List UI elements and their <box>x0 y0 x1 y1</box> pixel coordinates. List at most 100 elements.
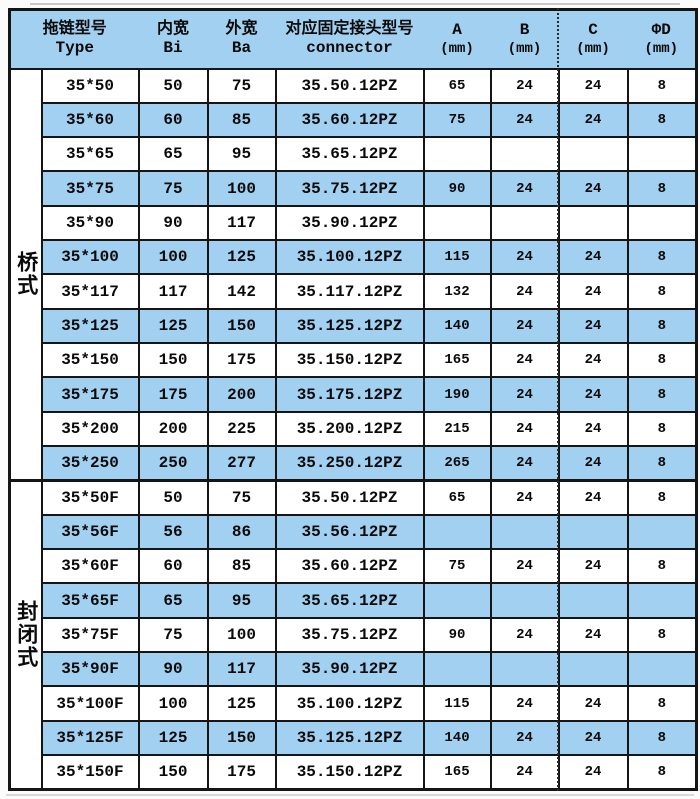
cell-connector: 35.117.12PZ <box>274 273 425 310</box>
cell-a <box>422 204 492 242</box>
cell-d: 8 <box>626 445 698 482</box>
cell-a: 132 <box>422 273 492 310</box>
col-header-connector-zh: 对应固定接头型号 <box>285 20 414 38</box>
cell-bi: 100 <box>137 239 209 276</box>
cell-bi: 150 <box>137 342 209 379</box>
scan-artifact-top-line <box>30 3 680 5</box>
cell-a: 140 <box>422 307 492 345</box>
cell-connector: 35.56.12PZ <box>274 513 425 551</box>
cell-type: 35*90F <box>40 651 140 688</box>
cell-c: 24 <box>557 170 629 207</box>
cell-bi: 75 <box>137 170 209 207</box>
cell-d: 8 <box>626 67 698 104</box>
cell-type: 35*125F <box>40 719 140 757</box>
cell-type: 35*175 <box>40 376 140 413</box>
section-label: 封闭式 <box>8 478 43 791</box>
cell-ba: 117 <box>206 651 277 688</box>
cell-b: 24 <box>489 685 560 722</box>
cell-type: 35*125 <box>40 307 140 345</box>
col-header-ba: 外宽 Ba <box>207 9 276 70</box>
cell-a: 75 <box>422 101 492 139</box>
cell-d <box>626 513 698 551</box>
cell-connector: 35.60.12PZ <box>274 548 425 585</box>
cell-c: 24 <box>557 478 629 516</box>
cell-ba: 175 <box>206 754 277 791</box>
table-body: 桥式 35*50 50 75 35.50.12PZ 65 24 24 8 35*60 60 85 35.… <box>8 67 698 791</box>
cell-bi: 200 <box>137 410 209 448</box>
cell-c: 24 <box>557 754 629 791</box>
cell-d: 8 <box>626 273 698 310</box>
table-row: 35*100F 100 125 35.100.12PZ 115 24 24 8 <box>10 685 698 722</box>
table-row: 35*75F 75 100 35.75.12PZ 90 24 24 8 <box>10 616 698 654</box>
table-row: 35*60F 60 85 35.60.12PZ 75 24 24 8 <box>10 548 698 585</box>
col-header-b-label: B <box>519 20 530 39</box>
cell-ba: 86 <box>206 513 277 551</box>
cell-c <box>557 204 629 242</box>
cell-connector: 35.75.12PZ <box>274 616 425 654</box>
cell-connector: 35.50.12PZ <box>274 478 425 516</box>
cell-connector: 35.65.12PZ <box>274 136 425 173</box>
col-header-d-unit: (mm) <box>644 40 679 57</box>
cell-connector: 35.60.12PZ <box>274 101 425 139</box>
cell-c: 24 <box>557 616 629 654</box>
cell-bi: 75 <box>137 616 209 654</box>
cell-c: 24 <box>557 376 629 413</box>
table-row: 封闭式 35*50F 50 75 35.50.12PZ 65 24 24 8 <box>8 478 698 791</box>
cell-b: 24 <box>489 754 560 791</box>
col-header-type-en: Type <box>55 38 94 57</box>
cell-d <box>626 136 698 173</box>
cell-b: 24 <box>489 478 560 516</box>
cell-d: 8 <box>626 754 698 791</box>
table-row: 35*75 75 100 35.75.12PZ 90 24 24 8 <box>10 170 698 207</box>
cell-a: 190 <box>422 376 492 413</box>
col-header-connector-en: connector <box>306 38 393 57</box>
col-header-connector: 对应固定接头型号 connector <box>275 9 424 70</box>
cell-type: 35*150 <box>40 342 140 379</box>
cell-b <box>489 651 560 688</box>
cell-c: 24 <box>557 307 629 345</box>
cell-a: 165 <box>422 754 492 791</box>
cell-b: 24 <box>489 307 560 345</box>
cell-ba: 95 <box>206 136 277 173</box>
cell-a: 140 <box>422 719 492 757</box>
cell-d: 8 <box>626 376 698 413</box>
cell-connector: 35.250.12PZ <box>274 445 425 482</box>
cell-type: 35*200 <box>40 410 140 448</box>
cell-a: 265 <box>422 445 492 482</box>
cell-d: 8 <box>626 101 698 139</box>
cell-a: 65 <box>422 478 492 516</box>
cell-bi: 90 <box>137 651 209 688</box>
cell-type: 35*250 <box>40 445 140 482</box>
cell-type: 35*90 <box>40 204 140 242</box>
cell-type: 35*60F <box>40 548 140 585</box>
cell-bi: 60 <box>137 548 209 585</box>
table-row: 35*65 65 95 35.65.12PZ <box>10 136 698 173</box>
cell-b <box>489 582 560 619</box>
cell-bi: 175 <box>137 376 209 413</box>
cell-type: 35*117 <box>40 273 140 310</box>
col-header-c-unit: (mm) <box>576 40 610 57</box>
cell-ba: 100 <box>206 170 277 207</box>
cell-b: 24 <box>489 273 560 310</box>
cell-a: 115 <box>422 685 492 722</box>
cell-connector: 35.125.12PZ <box>274 719 425 757</box>
cell-d: 8 <box>626 616 698 654</box>
cell-b <box>489 204 560 242</box>
cell-ba: 85 <box>206 548 277 585</box>
col-header-a: A (mm) <box>423 9 491 70</box>
cell-b: 24 <box>489 445 560 482</box>
cell-c: 24 <box>557 342 629 379</box>
cell-type: 35*60 <box>40 101 140 139</box>
cell-b: 24 <box>489 67 560 104</box>
cell-connector: 35.150.12PZ <box>274 342 425 379</box>
cell-d: 8 <box>626 548 698 585</box>
col-header-d: ΦD (mm) <box>627 9 697 70</box>
col-header-c: C (mm) <box>558 9 628 70</box>
cell-type: 35*50F <box>40 478 140 516</box>
col-header-type-zh: 拖链型号 <box>42 20 107 38</box>
header-row: 拖链型号 Type 内宽 Bi 外宽 Ba 对应固定接头型号 connector… <box>9 9 697 70</box>
cell-bi: 100 <box>137 685 209 722</box>
cell-c <box>557 582 629 619</box>
cell-d <box>626 582 698 619</box>
cell-connector: 35.75.12PZ <box>274 170 425 207</box>
